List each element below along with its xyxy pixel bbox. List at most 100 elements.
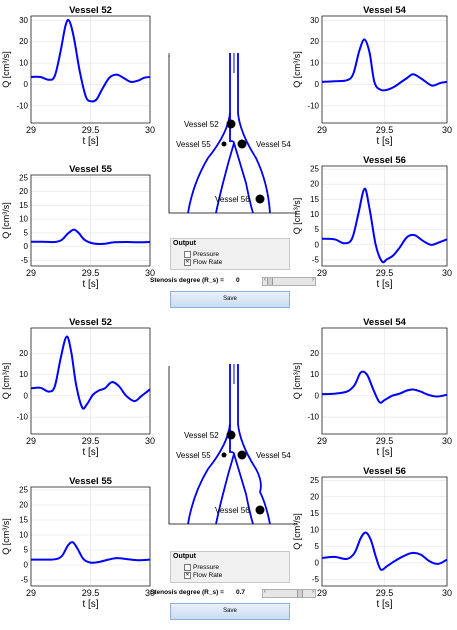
x-tick-label: 30 — [145, 125, 155, 135]
vessel-54-marker[interactable] — [237, 139, 247, 149]
vessel-55-marker[interactable] — [221, 141, 227, 147]
y-tick-label: 25 — [19, 486, 28, 495]
flow-rate-option[interactable]: ✕ Flow Rate — [184, 258, 222, 266]
flow-rate-option[interactable]: ✕ Flow Rate — [184, 571, 222, 579]
y-axis-label: Q [cm³/s] — [1, 51, 11, 88]
y-tick-label: 10 — [310, 210, 319, 219]
axes-frame — [30, 15, 151, 124]
slider-left-arrow-icon[interactable]: ‹ — [264, 277, 266, 283]
stenosis-slider-thumb[interactable] — [267, 278, 273, 285]
y-tick-label: 10 — [19, 59, 28, 68]
x-tick-label: 29 — [317, 588, 327, 598]
y-tick-label: 15 — [310, 509, 319, 518]
vessel-56-marker[interactable] — [255, 505, 265, 515]
vessel-chart: 25 20 15 10 5 0 -5 29 29.5 30 Vessel 56 t [s] Q [cm³… — [292, 466, 452, 610]
y-tick-label: 20 — [310, 37, 319, 46]
pressure-option[interactable]: Pressure — [184, 250, 219, 258]
y-tick-label: -5 — [312, 255, 320, 264]
x-axis-label: t [s] — [376, 279, 392, 290]
flow-rate-series — [30, 541, 151, 564]
x-axis-label: t [s] — [82, 447, 98, 458]
x-tick-label: 30 — [442, 125, 452, 135]
flow-rate-label: Flow Rate — [193, 571, 223, 579]
x-tick-label: 29.5 — [82, 125, 100, 135]
vessel-56-marker[interactable] — [255, 194, 265, 204]
flow-rate-label: Flow Rate — [193, 258, 223, 266]
vessel-55-marker[interactable] — [221, 452, 227, 458]
y-tick-label: 0 — [315, 80, 320, 89]
y-tick-label: -10 — [307, 413, 319, 422]
y-tick-label: -5 — [312, 575, 320, 584]
y-tick-label: 10 — [19, 215, 28, 224]
x-tick-label: 30 — [145, 588, 155, 598]
vessel-diagram: Vessel 52 Vessel 55 Vessel 54 Vessel 56 — [168, 364, 297, 525]
axes-frame — [30, 174, 151, 267]
y-tick-label: 30 — [310, 16, 319, 25]
x-tick-label: 29.5 — [376, 436, 394, 446]
y-tick-label: 20 — [19, 37, 28, 46]
y-tick-label: -5 — [21, 576, 29, 585]
y-tick-label: 5 — [315, 225, 320, 234]
y-tick-label: 20 — [19, 501, 28, 510]
y-tick-label: 5 — [24, 228, 29, 237]
axes-frame — [30, 327, 151, 435]
y-tick-label: 15 — [19, 201, 28, 210]
x-axis-label: t [s] — [82, 599, 98, 610]
x-axis-label: t [s] — [376, 599, 392, 610]
slider-right-arrow-icon[interactable]: › — [312, 277, 314, 283]
y-tick-label: 0 — [24, 242, 29, 251]
y-axis-label: Q [cm³/s] — [292, 513, 302, 550]
y-tick-label: 25 — [310, 476, 319, 485]
pressure-checkbox[interactable] — [184, 250, 191, 258]
axes-frame — [321, 15, 448, 124]
save-button[interactable]: Save — [170, 291, 290, 308]
y-tick-label: -5 — [21, 256, 29, 265]
y-axis-label: Q [cm³/s] — [292, 198, 302, 235]
vessel-diagram: Vessel 52 Vessel 55 Vessel 54 Vessel 56 — [168, 53, 297, 214]
slider-right-arrow-icon[interactable]: › — [312, 589, 314, 595]
y-tick-label: 20 — [19, 187, 28, 196]
vessel-52-marker[interactable] — [226, 119, 236, 129]
x-axis-label: t [s] — [376, 447, 392, 458]
stenosis-slider-thumb[interactable] — [297, 590, 303, 597]
diagram-label-54: Vessel 54 — [256, 140, 291, 149]
vessel-chart: 20 10 0 -10 29 29.5 30 Vessel 52 t [s] Q [cm³/s] — [1, 317, 155, 458]
axes-frame — [321, 327, 448, 435]
x-tick-label: 29 — [26, 125, 36, 135]
y-axis-label: Q [cm³/s] — [1, 518, 11, 555]
y-axis-label: Q [cm³/s] — [292, 363, 302, 400]
diagram-label-52: Vessel 52 — [184, 120, 219, 129]
output-panel: Output Pressure ✕ Flow Rate — [170, 238, 290, 270]
flow-rate-checkbox[interactable]: ✕ — [184, 571, 191, 579]
y-tick-label: 10 — [310, 370, 319, 379]
slider-left-arrow-icon[interactable]: ‹ — [264, 589, 266, 595]
vessel-chart: 25 20 15 10 5 0 -5 29 29.5 30 Vessel 56 t [s] Q [cm³… — [292, 155, 452, 290]
axes-frame — [321, 165, 448, 267]
pressure-checkbox[interactable] — [184, 563, 191, 571]
pressure-option[interactable]: Pressure — [184, 563, 219, 571]
x-tick-label: 29.5 — [82, 268, 100, 278]
y-tick-label: 10 — [310, 525, 319, 534]
x-tick-label: 30 — [442, 588, 452, 598]
stenosis-slider[interactable]: ‹ › — [262, 277, 316, 286]
y-axis-label: Q [cm³/s] — [292, 51, 302, 88]
x-tick-label: 29 — [317, 125, 327, 135]
chart-title: Vessel 55 — [69, 476, 113, 487]
flow-rate-series — [30, 18, 151, 103]
vessel-54-marker[interactable] — [237, 450, 247, 460]
y-tick-label: 20 — [19, 349, 28, 358]
vessel-52-marker[interactable] — [226, 430, 236, 440]
y-tick-label: 20 — [310, 180, 319, 189]
x-tick-label: 29.5 — [82, 588, 100, 598]
axes-frame — [30, 486, 151, 587]
pressure-label: Pressure — [193, 250, 220, 258]
x-tick-label: 29 — [26, 268, 36, 278]
flow-rate-checkbox[interactable]: ✕ — [184, 258, 191, 266]
x-axis-label: t [s] — [82, 279, 98, 290]
save-button[interactable]: Save — [170, 603, 290, 620]
chart-title: Vessel 52 — [69, 317, 112, 328]
stenosis-slider[interactable]: ‹ › — [262, 589, 316, 598]
flow-rate-series — [321, 187, 448, 264]
x-tick-label: 29 — [317, 436, 327, 446]
y-tick-label: 15 — [310, 195, 319, 204]
